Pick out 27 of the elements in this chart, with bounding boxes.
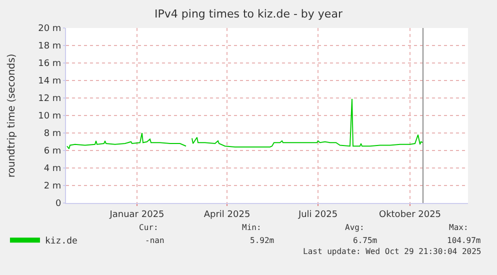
y-tick-label: 8 m bbox=[44, 129, 62, 140]
y-tick-label: 6 m bbox=[44, 146, 62, 157]
text: Max: bbox=[449, 223, 468, 232]
text: 104.97m bbox=[447, 236, 481, 245]
y-tick-label: 18 m bbox=[38, 42, 62, 52]
text: 5.92m bbox=[250, 236, 274, 245]
text: Last update: Wed Oct 29 21:30:04 2025 bbox=[303, 247, 482, 256]
x-tick-label: Januar 2025 bbox=[108, 210, 164, 220]
y-tick-label: 20 m bbox=[38, 24, 62, 34]
x-tick-label: April 2025 bbox=[204, 210, 250, 220]
y-tick-label: 12 m bbox=[38, 94, 62, 104]
text: 6.75m bbox=[353, 236, 378, 245]
text: Min: bbox=[242, 223, 262, 232]
y-axis-title: roundtrip time (seconds) bbox=[6, 54, 18, 178]
y-tick-label: 2 m bbox=[44, 182, 62, 192]
text: -nan bbox=[145, 236, 164, 245]
x-tick-label: Oktober 2025 bbox=[378, 210, 442, 220]
x-tick-label: Juli 2025 bbox=[297, 210, 338, 220]
y-tick-label: 14 m bbox=[38, 76, 62, 87]
y-tick-label: 10 m bbox=[38, 112, 62, 122]
text: Avg: bbox=[345, 223, 364, 232]
y-tick-label: 0 bbox=[55, 199, 62, 210]
text: Cur: bbox=[139, 223, 158, 232]
chart-title: IPv4 ping times to kiz.de - by year bbox=[154, 7, 343, 20]
y-tick-label: 16 m bbox=[38, 59, 62, 70]
y-tick-label: 4 m bbox=[44, 164, 62, 174]
legend-label: kiz.de bbox=[44, 236, 78, 247]
